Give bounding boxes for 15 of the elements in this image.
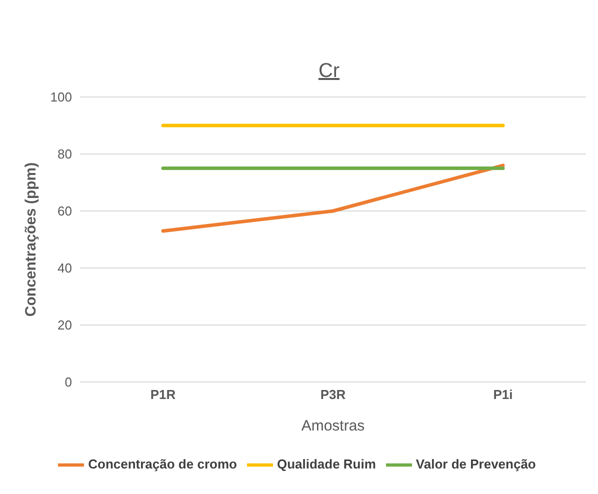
x-tick-label: P1i [493, 387, 513, 402]
y-tick-label: 0 [64, 374, 72, 390]
y-tick-label: 40 [58, 260, 72, 276]
chart-title: Cr [317, 60, 341, 83]
x-tick-label: P1R [150, 387, 176, 402]
legend-label: Concentração de cromo [88, 456, 237, 472]
y-tick-label: 60 [58, 204, 72, 219]
y-axis-title: Concentrações (ppm) [22, 162, 40, 317]
legend-label: Qualidade Ruim [276, 456, 376, 472]
y-tick-label: 20 [58, 318, 72, 333]
y-tick-label: 100 [50, 90, 72, 105]
legend-label: Valor de Prevenção [416, 456, 536, 472]
y-tick-label: 80 [58, 146, 72, 162]
x-axis-title: Amostras [301, 418, 365, 435]
x-tick-label: P3R [320, 387, 346, 402]
